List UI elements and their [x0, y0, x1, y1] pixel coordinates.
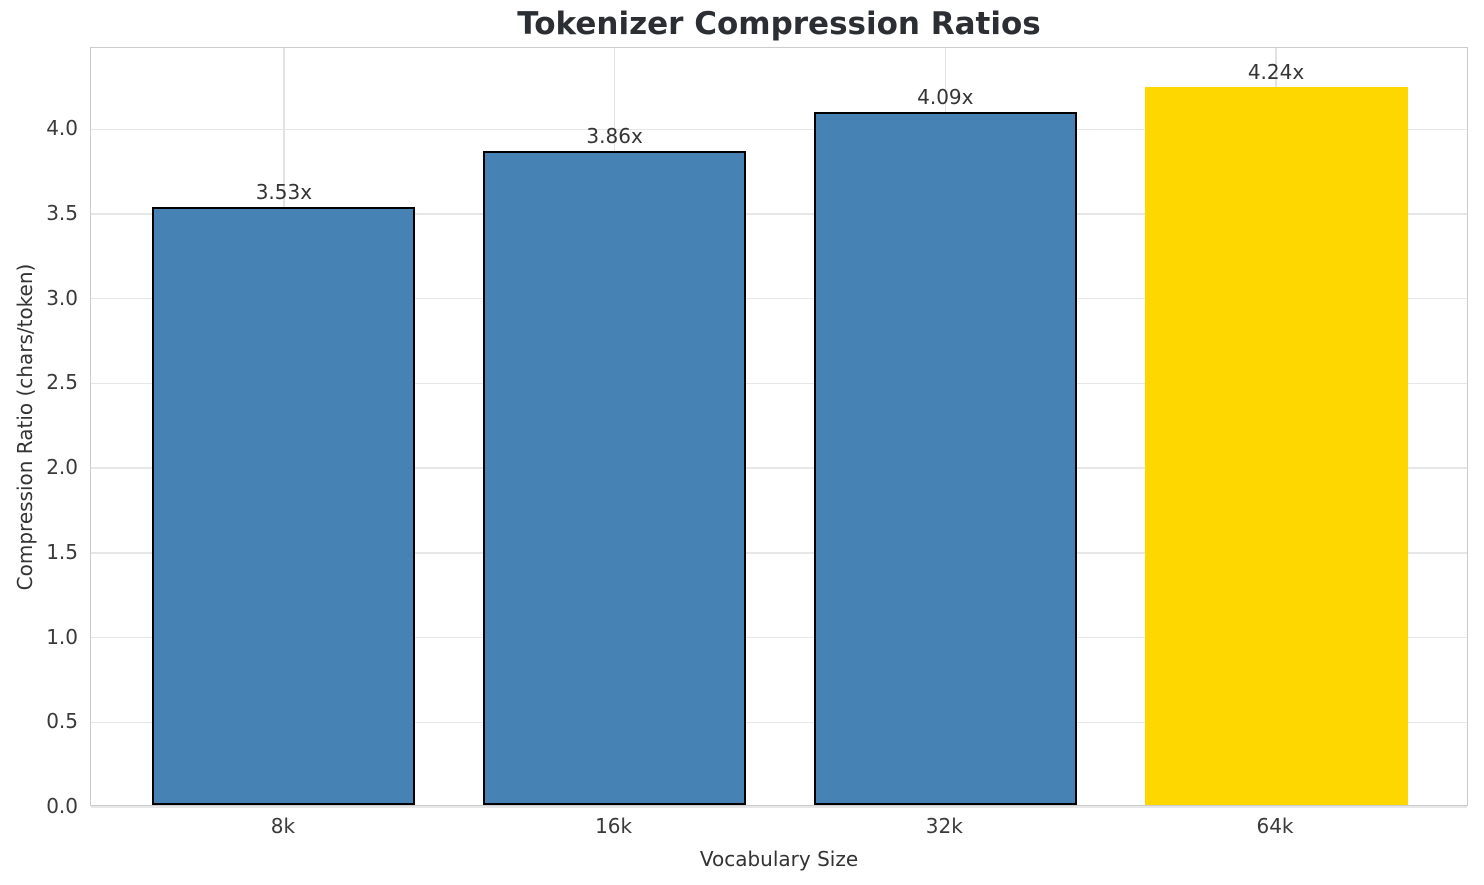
horizontal-gridline	[91, 297, 1467, 300]
plot-area: 3.53x 3.86x 4.09x 4.24x	[90, 47, 1468, 808]
horizontal-gridline	[91, 636, 1467, 639]
y-tick-label: 4.0	[46, 116, 78, 141]
x-tick-label-16k: 16k	[595, 814, 633, 838]
bar-value-label: 3.86x	[586, 124, 643, 149]
y-tick-label: 1.0	[46, 624, 78, 649]
horizontal-gridline	[91, 382, 1467, 385]
horizontal-gridline	[91, 128, 1467, 131]
y-tick-label: 2.0	[46, 455, 78, 480]
chart-title: Tokenizer Compression Ratios	[517, 6, 1041, 42]
bar-16k	[483, 151, 747, 805]
bar-value-label: 4.09x	[917, 85, 974, 110]
horizontal-gridline	[91, 721, 1467, 724]
x-tick-label-64k: 64k	[1256, 814, 1294, 838]
horizontal-gridline	[91, 552, 1467, 554]
horizontal-gridline	[91, 806, 1467, 808]
horizontal-gridline	[91, 467, 1467, 469]
y-tick-label: 1.5	[46, 539, 78, 564]
y-tick-label: 0.0	[46, 794, 78, 818]
horizontal-gridline	[91, 213, 1467, 215]
x-tick-label-32k: 32k	[925, 814, 963, 838]
bar-64k	[1144, 86, 1408, 805]
bar-8k	[152, 206, 416, 805]
y-tick-label: 2.5	[46, 370, 78, 395]
x-axis-label: Vocabulary Size	[699, 847, 859, 871]
y-tick-label: 3.0	[46, 285, 78, 310]
bar-value-label: 4.24x	[1247, 59, 1305, 84]
y-tick-label: 0.5	[46, 709, 78, 734]
y-tick-label: 3.5	[46, 201, 78, 226]
y-axis-label: Compression Ratio (chars/token)	[13, 263, 37, 591]
bar-32k	[813, 112, 1077, 805]
x-tick-label-8k: 8k	[270, 814, 296, 838]
bar-value-label: 3.53x	[255, 179, 313, 204]
